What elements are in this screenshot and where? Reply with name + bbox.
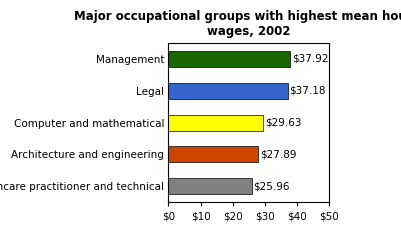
Bar <box>168 115 263 130</box>
Title: Major occupational groups with highest mean hourly
wages, 2002: Major occupational groups with highest m… <box>73 10 401 38</box>
Text: $25.96: $25.96 <box>253 181 290 191</box>
Bar <box>168 83 288 99</box>
Text: $29.63: $29.63 <box>265 118 302 128</box>
Text: $27.89: $27.89 <box>260 149 296 159</box>
Bar <box>168 178 252 194</box>
Bar <box>168 147 258 163</box>
Bar <box>168 51 290 67</box>
Text: $37.92: $37.92 <box>292 54 328 64</box>
Text: $37.18: $37.18 <box>290 86 326 96</box>
